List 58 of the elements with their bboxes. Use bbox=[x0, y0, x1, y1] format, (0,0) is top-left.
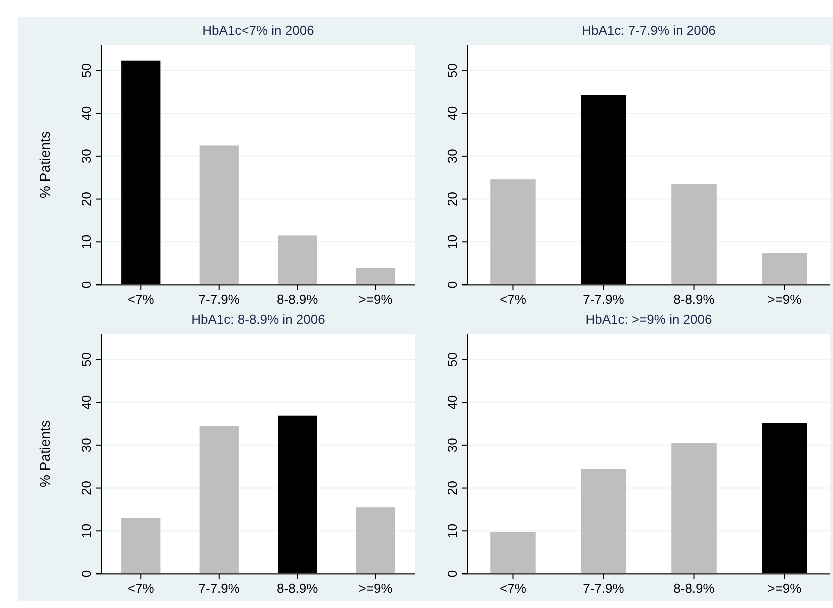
y-tick-label: 40 bbox=[445, 106, 460, 121]
x-tick-label: 7-7.9% bbox=[583, 292, 625, 307]
x-tick-label: 7-7.9% bbox=[198, 292, 240, 307]
chart-title: HbA1c<7% in 2006 bbox=[202, 23, 314, 38]
x-tick-label: >=9% bbox=[358, 292, 394, 307]
x-tick-label: >=9% bbox=[358, 581, 394, 596]
y-axis-title: % Patients bbox=[37, 420, 53, 488]
y-tick-label: 10 bbox=[79, 234, 94, 250]
y-tick-label: 0 bbox=[79, 570, 94, 578]
bar bbox=[672, 184, 717, 285]
x-tick-label: <7% bbox=[128, 292, 155, 307]
bar bbox=[490, 180, 536, 285]
x-tick-label: 7-7.9% bbox=[198, 581, 240, 596]
y-tick-label: 30 bbox=[79, 149, 94, 164]
x-tick-label: >=9% bbox=[768, 581, 802, 596]
x-tick-label: 8-8.9% bbox=[674, 581, 716, 596]
y-tick-label: 0 bbox=[445, 281, 460, 289]
bar bbox=[762, 253, 808, 285]
y-tick-label: 40 bbox=[79, 395, 94, 410]
bar bbox=[278, 236, 318, 285]
chart-title: HbA1c: >=9% in 2006 bbox=[586, 312, 712, 327]
y-tick-label: 20 bbox=[79, 481, 94, 496]
y-tick-label: 0 bbox=[79, 281, 94, 289]
chart-title: HbA1c: 8-8.9% in 2006 bbox=[192, 312, 326, 327]
y-axis-title: % Patients bbox=[37, 132, 53, 198]
y-tick-label: 40 bbox=[445, 395, 460, 410]
bar bbox=[581, 469, 626, 574]
chart-title: HbA1c: 7-7.9% in 2006 bbox=[582, 23, 716, 38]
x-tick-label: 7-7.9% bbox=[583, 581, 625, 596]
y-tick-label: 20 bbox=[445, 192, 460, 207]
bar bbox=[490, 532, 536, 574]
bar bbox=[200, 426, 239, 574]
y-tick-label: 50 bbox=[79, 352, 94, 367]
x-tick-label: 8-8.9% bbox=[277, 292, 319, 307]
bar bbox=[672, 443, 717, 574]
bar bbox=[122, 518, 161, 574]
y-tick-label: 30 bbox=[445, 149, 460, 164]
y-tick-label: 10 bbox=[79, 524, 94, 538]
y-tick-label: 50 bbox=[445, 63, 460, 78]
x-tick-label: <7% bbox=[128, 581, 155, 596]
y-tick-label: 20 bbox=[445, 481, 460, 496]
y-tick-label: 50 bbox=[79, 63, 94, 78]
x-tick-label: >=9% bbox=[768, 292, 802, 307]
x-tick-label: 8-8.9% bbox=[674, 292, 716, 307]
y-tick-label: 50 bbox=[445, 352, 460, 367]
y-tick-label: 40 bbox=[79, 106, 94, 121]
x-tick-label: 8-8.9% bbox=[277, 581, 319, 596]
y-tick-label: 10 bbox=[445, 524, 460, 538]
x-tick-label: <7% bbox=[500, 581, 527, 596]
bar bbox=[356, 508, 396, 574]
bar bbox=[356, 268, 396, 285]
y-tick-label: 30 bbox=[445, 438, 460, 453]
x-tick-label: <7% bbox=[500, 292, 527, 307]
y-tick-label: 0 bbox=[445, 570, 460, 578]
bar bbox=[200, 146, 239, 285]
y-tick-label: 20 bbox=[79, 192, 94, 207]
y-tick-label: 10 bbox=[445, 234, 460, 250]
y-tick-label: 30 bbox=[79, 438, 94, 453]
